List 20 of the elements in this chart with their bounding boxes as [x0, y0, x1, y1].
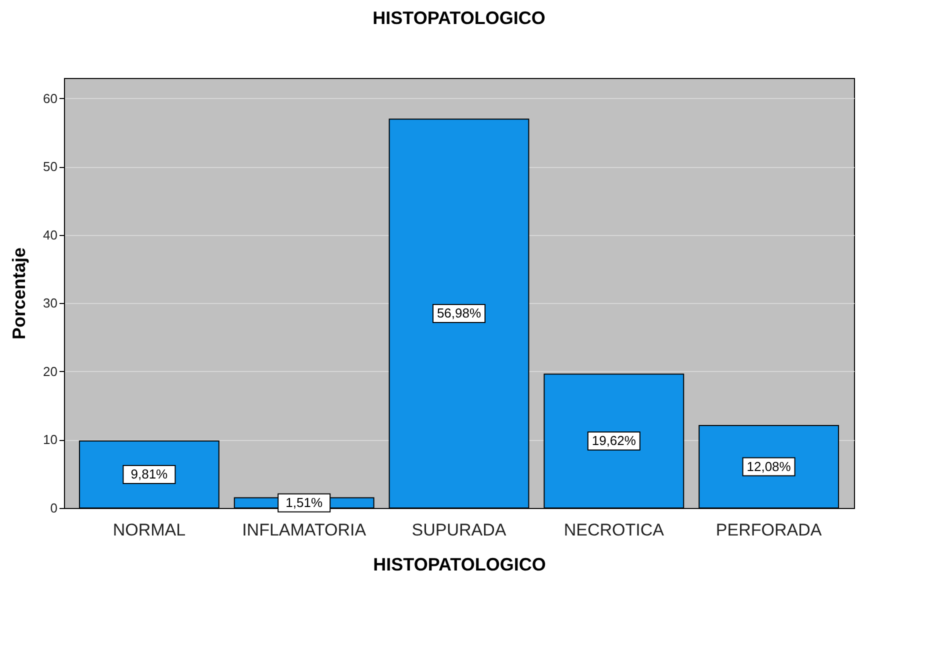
x-tick-label: INFLAMATORIA	[242, 520, 367, 540]
data-label: 19,62%	[592, 433, 636, 448]
y-tick-label: 30	[43, 296, 58, 311]
data-label: 12,08%	[746, 458, 792, 474]
y-tick-label: 0	[50, 500, 58, 516]
chart-title: HISTOPATOLOGICO	[372, 8, 546, 28]
y-tick-label: 10	[43, 432, 58, 448]
data-label: 1,51%	[286, 494, 323, 510]
x-tick-label: NECROTICA	[564, 520, 665, 540]
y-tick-label: 40	[43, 227, 58, 242]
data-label: 9,81%	[130, 466, 168, 482]
y-tick-label: 60	[43, 90, 58, 106]
y-axis-title: Porcentaje	[9, 247, 30, 340]
y-tick-label: 20	[43, 364, 58, 379]
y-tick-label: 50	[43, 159, 58, 174]
data-label: 56,98%	[436, 306, 482, 321]
x-axis-title: HISTOPATOLOGICO	[373, 554, 546, 574]
x-tick-label: SUPURADA	[412, 520, 507, 540]
x-tick-label: PERFORADA	[716, 520, 822, 540]
x-tick-label: NORMAL	[112, 520, 186, 540]
